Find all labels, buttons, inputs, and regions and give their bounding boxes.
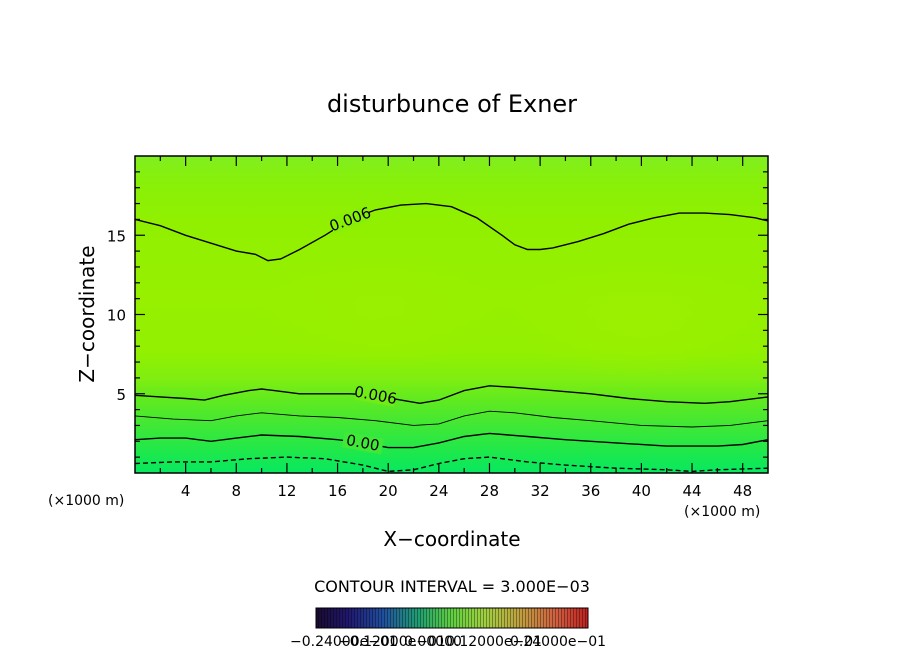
x-tick-label-48: 48 <box>733 482 752 500</box>
y-tick-label-10: 10 <box>107 307 126 325</box>
colorbar-max-label: 0.24000e−01 <box>510 634 606 650</box>
x-tick-label-16: 16 <box>328 482 347 500</box>
x-tick-label-36: 36 <box>581 482 600 500</box>
contour-label-bg-4 <box>341 431 385 455</box>
x-tick-label-4: 4 <box>181 482 191 500</box>
colorbar-mid-label-3: 0.12000e−01 <box>446 634 542 650</box>
y-axis-label: Z−coordinate <box>75 245 99 382</box>
x-tick-label-24: 24 <box>429 482 448 500</box>
colorbar-frame <box>315 607 589 629</box>
contour-line-1 <box>135 202 768 262</box>
contour-label-bg-1 <box>328 204 372 234</box>
x-tick-label-28: 28 <box>480 482 499 500</box>
contour-interval-text: CONTOUR INTERVAL = 3.000E−03 <box>314 577 590 596</box>
field-highlight-left <box>260 250 500 370</box>
y-unit-label: (×1000 m) <box>48 493 124 509</box>
contour-lines <box>135 202 768 473</box>
x-tick-label-44: 44 <box>682 482 701 500</box>
x-tick-label-20: 20 <box>379 482 398 500</box>
colorbar-mid-label-2: 0.00000 <box>404 634 462 650</box>
chart-title: disturbunce of Exner <box>327 90 577 118</box>
x-tick-label-8: 8 <box>232 482 242 500</box>
contour-label-4: 0.00 <box>345 431 381 455</box>
x-tick-label-32: 32 <box>531 482 550 500</box>
contour-line-4 <box>135 432 768 449</box>
colorbar: −0.24000e−01 −0.12000e−01 0.00000 0.1200… <box>290 607 606 650</box>
x-tick-label-12: 12 <box>277 482 296 500</box>
colorbar-mid-label-1: −0.12000e−01 <box>338 634 446 650</box>
x-tick-label-40: 40 <box>632 482 651 500</box>
plot-area <box>135 156 768 473</box>
colorbar-min-label: −0.24000e−01 <box>290 634 398 650</box>
y-tick-label-5: 5 <box>116 386 126 404</box>
field-highlight-right <box>510 260 768 380</box>
contour-line-2 <box>135 385 768 405</box>
x-unit-label: (×1000 m) <box>684 504 760 520</box>
x-axis-label: X−coordinate <box>383 527 520 551</box>
colorbar-stripes <box>316 608 588 628</box>
contour-label-bg-2 <box>354 383 397 407</box>
contour-line-3 <box>135 410 768 428</box>
y-tick-label-15: 15 <box>107 227 126 245</box>
